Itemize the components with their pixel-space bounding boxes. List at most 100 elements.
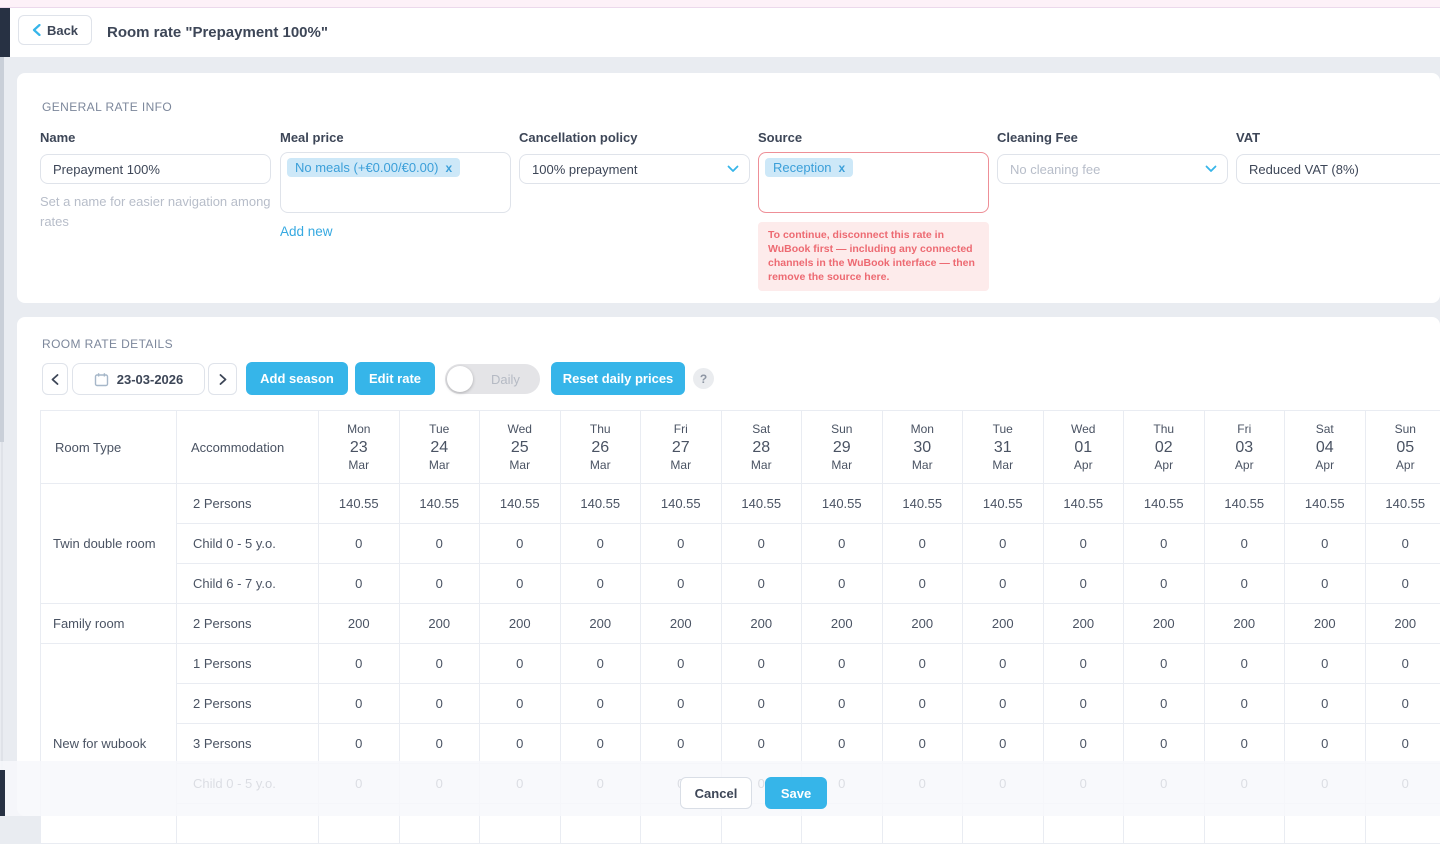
rate-cell[interactable]: 0 (882, 524, 963, 564)
rate-cell[interactable]: 0 (963, 644, 1044, 684)
rate-cell[interactable]: 0 (1365, 564, 1440, 604)
rate-cell[interactable]: 0 (1365, 684, 1440, 724)
rate-cell[interactable]: 140.55 (319, 484, 400, 524)
rate-cell[interactable]: 0 (1365, 524, 1440, 564)
back-button[interactable]: Back (18, 15, 92, 45)
source-tag-remove-icon[interactable]: x (839, 161, 846, 175)
rate-cell[interactable]: 0 (882, 564, 963, 604)
rate-cell[interactable]: 0 (319, 564, 400, 604)
rate-cell[interactable]: 0 (963, 684, 1044, 724)
rate-cell[interactable]: 140.55 (1124, 484, 1205, 524)
rate-cell[interactable]: 0 (802, 564, 883, 604)
daily-toggle[interactable]: Daily (445, 364, 540, 394)
rate-cell[interactable]: 0 (641, 724, 722, 764)
rate-cell[interactable]: 200 (1365, 604, 1440, 644)
rate-cell[interactable]: 200 (399, 604, 480, 644)
rate-cell[interactable]: 200 (1285, 604, 1366, 644)
rate-cell[interactable]: 0 (721, 684, 802, 724)
rate-cell[interactable]: 0 (721, 724, 802, 764)
rate-cell[interactable]: 0 (560, 644, 641, 684)
rate-cell[interactable]: 0 (1365, 724, 1440, 764)
rate-cell[interactable]: 200 (1204, 604, 1285, 644)
add-season-button[interactable]: Add season (246, 362, 348, 395)
rate-cell[interactable]: 140.55 (1043, 484, 1124, 524)
rate-cell[interactable]: 200 (882, 604, 963, 644)
meal-price-multiselect[interactable]: No meals (+€0.00/€0.00) x (280, 152, 511, 213)
rate-cell[interactable]: 0 (319, 684, 400, 724)
rate-cell[interactable]: 0 (963, 524, 1044, 564)
rate-cell[interactable]: 140.55 (480, 484, 561, 524)
rate-cell[interactable]: 200 (802, 604, 883, 644)
rate-cell[interactable]: 0 (882, 684, 963, 724)
rate-cell[interactable]: 140.55 (560, 484, 641, 524)
rate-cell[interactable]: 140.55 (963, 484, 1044, 524)
source-multiselect[interactable]: Reception x (758, 152, 989, 213)
cancellation-policy-select[interactable]: 100% prepayment (519, 154, 750, 184)
rate-cell[interactable]: 0 (1043, 684, 1124, 724)
rate-cell[interactable]: 140.55 (1285, 484, 1366, 524)
rate-cell[interactable]: 140.55 (1365, 484, 1440, 524)
rate-cell[interactable]: 0 (1285, 684, 1366, 724)
rate-cell[interactable]: 0 (1204, 524, 1285, 564)
vat-input[interactable] (1249, 162, 1440, 177)
rate-cell[interactable]: 0 (1124, 524, 1205, 564)
rate-cell[interactable]: 0 (963, 724, 1044, 764)
rate-cell[interactable]: 0 (480, 524, 561, 564)
rate-cell[interactable]: 200 (560, 604, 641, 644)
rate-cell[interactable]: 0 (721, 644, 802, 684)
rate-cell[interactable]: 0 (802, 684, 883, 724)
rate-cell[interactable]: 0 (399, 644, 480, 684)
rate-cell[interactable]: 0 (802, 644, 883, 684)
name-input[interactable] (53, 162, 260, 177)
rate-cell[interactable]: 0 (641, 564, 722, 604)
rate-cell[interactable]: 200 (963, 604, 1044, 644)
prev-date-button[interactable] (42, 363, 68, 395)
rate-cell[interactable]: 0 (802, 724, 883, 764)
rate-cell[interactable]: 140.55 (641, 484, 722, 524)
rate-cell[interactable]: 0 (721, 564, 802, 604)
rate-cell[interactable]: 0 (560, 684, 641, 724)
rate-cell[interactable]: 0 (1124, 724, 1205, 764)
rate-cell[interactable]: 140.55 (721, 484, 802, 524)
left-scrollbar-thumb[interactable] (0, 57, 4, 442)
rate-cell[interactable]: 200 (1043, 604, 1124, 644)
date-picker[interactable]: 23-03-2026 (72, 363, 205, 395)
cleaning-fee-select[interactable]: No cleaning fee (997, 154, 1228, 184)
next-date-button[interactable] (208, 363, 237, 395)
rate-cell[interactable]: 0 (1204, 564, 1285, 604)
add-new-meal-link[interactable]: Add new (280, 224, 333, 239)
rate-cell[interactable]: 0 (1285, 724, 1366, 764)
rate-cell[interactable]: 0 (1285, 524, 1366, 564)
reset-daily-prices-button[interactable]: Reset daily prices (551, 362, 685, 395)
rate-cell[interactable]: 0 (560, 564, 641, 604)
rate-cell[interactable]: 200 (641, 604, 722, 644)
rate-cell[interactable]: 0 (963, 564, 1044, 604)
rate-cell[interactable]: 0 (1124, 684, 1205, 724)
rate-cell[interactable]: 0 (1043, 564, 1124, 604)
rate-cell[interactable]: 200 (480, 604, 561, 644)
rate-cell[interactable]: 0 (1043, 524, 1124, 564)
rate-cell[interactable]: 0 (319, 724, 400, 764)
rate-cell[interactable]: 0 (1365, 644, 1440, 684)
rate-cell[interactable]: 0 (1285, 644, 1366, 684)
rate-cell[interactable]: 0 (399, 724, 480, 764)
rate-cell[interactable]: 140.55 (882, 484, 963, 524)
rate-cell[interactable]: 140.55 (802, 484, 883, 524)
rate-cell[interactable]: 0 (480, 684, 561, 724)
rate-cell[interactable]: 0 (882, 724, 963, 764)
rate-cell[interactable]: 0 (641, 524, 722, 564)
rate-cell[interactable]: 0 (480, 644, 561, 684)
rate-cell[interactable]: 0 (319, 524, 400, 564)
rate-cell[interactable]: 0 (1043, 644, 1124, 684)
rate-cell[interactable]: 140.55 (399, 484, 480, 524)
rate-cell[interactable]: 200 (1124, 604, 1205, 644)
rate-cell[interactable]: 0 (480, 564, 561, 604)
save-button[interactable]: Save (765, 777, 827, 809)
rate-cell[interactable]: 200 (721, 604, 802, 644)
rate-cell[interactable]: 0 (1204, 724, 1285, 764)
rate-cell[interactable]: 200 (319, 604, 400, 644)
rate-cell[interactable]: 0 (1124, 564, 1205, 604)
help-icon[interactable]: ? (693, 368, 714, 389)
rate-cell[interactable]: 0 (480, 724, 561, 764)
rate-cell[interactable]: 0 (641, 644, 722, 684)
